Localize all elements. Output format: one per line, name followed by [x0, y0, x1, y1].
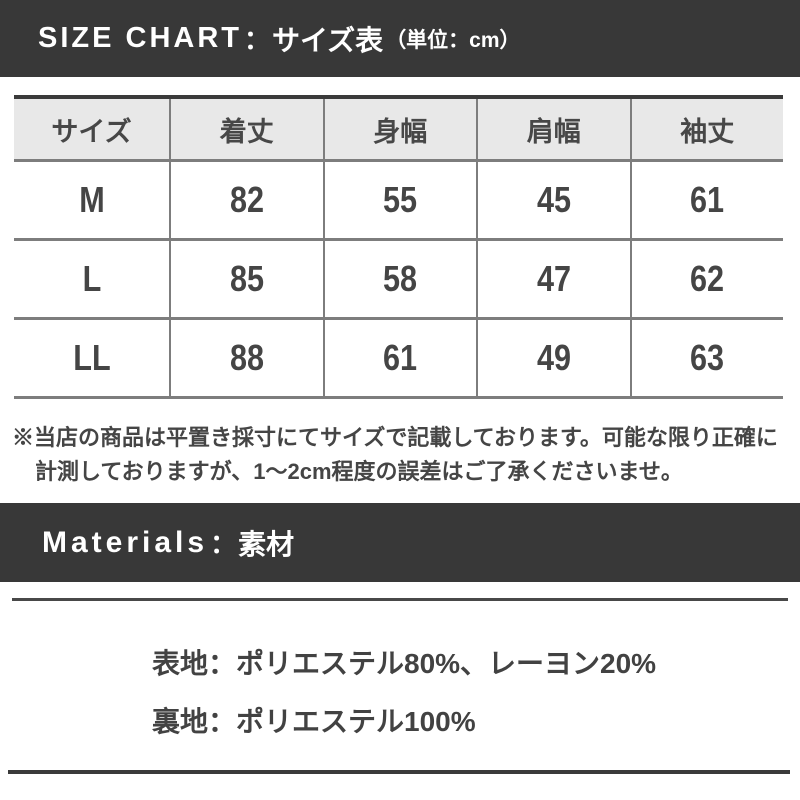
value-cell: 61 — [629, 162, 784, 238]
value-cell: 63 — [629, 320, 784, 396]
size-label-cell: LL — [72, 337, 111, 378]
measurement-note-line1: ※当店の商品は平置き採寸にてサイズで記載しております。可能な限り正確に — [12, 425, 778, 450]
size-table-row-m: M 82 55 45 61 — [14, 162, 783, 241]
size-table-header-row: サイズ 着丈 身幅 肩幅 袖丈 — [14, 99, 783, 162]
value-cell: 49 — [476, 320, 630, 396]
column-header-shoulder: 肩幅 — [476, 99, 630, 159]
materials-top-divider — [12, 598, 788, 601]
value-cell: 45 — [476, 162, 630, 238]
size-label-cell: M — [78, 179, 105, 220]
column-header-length: 着丈 — [169, 99, 323, 159]
size-chart-title-ja: サイズ表 — [272, 24, 384, 56]
material-lining-fabric: 裏地：ポリエステル100% — [152, 706, 476, 737]
value-cell: 55 — [322, 162, 477, 238]
value-cell: 47 — [476, 241, 630, 317]
materials-title-en: Materials — [42, 525, 209, 559]
value-cell: 82 — [169, 162, 323, 238]
materials-list: 表地：ポリエステル80%、レーヨン20% 裏地：ポリエステル100% — [152, 645, 800, 741]
size-chart-unit-note: （単位：cm） — [385, 28, 521, 52]
measurement-note-line2: 計測しておりますが、1〜2cm程度の誤差はご了承くださいませ。 — [35, 459, 683, 484]
value-cell: 58 — [322, 241, 477, 317]
size-table-row-l: L 85 58 47 62 — [14, 241, 783, 320]
size-chart-title-en: SIZE CHART — [38, 22, 242, 54]
materials-title-ja: 素材 — [238, 528, 295, 560]
size-table: サイズ 着丈 身幅 肩幅 袖丈 M 82 55 45 61 L 85 58 47… — [14, 95, 783, 399]
material-outer-fabric: 表地：ポリエステル80%、レーヨン20% — [152, 648, 657, 679]
size-chart-title-separator: ： — [244, 25, 271, 55]
measurement-note: ※当店の商品は平置き採寸にてサイズで記載しております。可能な限り正確に 計測して… — [12, 421, 784, 489]
size-label-cell: L — [82, 258, 101, 299]
column-header-width: 身幅 — [322, 99, 477, 159]
column-header-size: サイズ — [51, 116, 132, 147]
value-cell: 88 — [169, 320, 323, 396]
value-cell: 61 — [322, 320, 477, 396]
size-table-row-ll: LL 88 61 49 63 — [14, 320, 783, 399]
value-cell: 62 — [629, 241, 784, 317]
column-header-sleeve: 袖丈 — [629, 99, 784, 159]
size-chart-header-bar: SIZE CHART ： サイズ表 （単位：cm） — [0, 0, 800, 77]
materials-title-separator: ： — [210, 529, 237, 559]
bottom-divider — [8, 770, 790, 774]
value-cell: 85 — [169, 241, 323, 317]
materials-header-bar: Materials ： 素材 — [0, 503, 800, 582]
